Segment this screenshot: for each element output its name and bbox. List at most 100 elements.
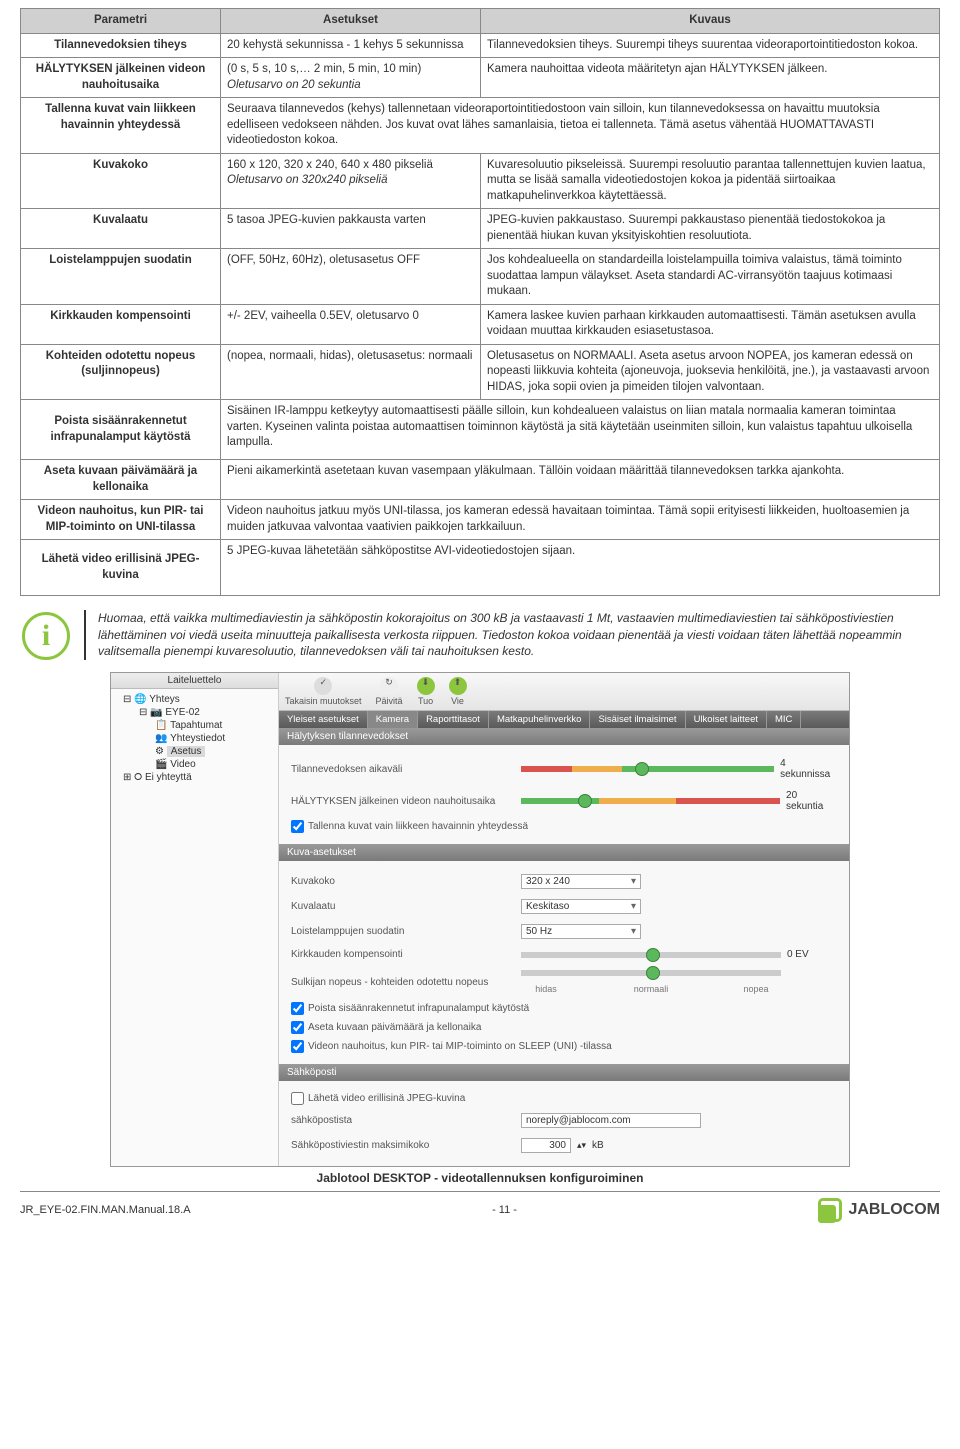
select-quality[interactable]: Keskitaso: [521, 899, 641, 914]
checkbox[interactable]: [291, 820, 304, 833]
param-cell: Poista sisäänrakennetut infrapunalamput …: [21, 400, 221, 460]
label: Tilannevedoksen aikaväli: [291, 764, 521, 775]
footer-left: JR_EYE-02.FIN.MAN.Manual.18.A: [20, 1204, 191, 1216]
checkbox[interactable]: [291, 1002, 304, 1015]
tab-external[interactable]: Ulkoiset laitteet: [686, 711, 767, 728]
slider-brightness[interactable]: [521, 952, 781, 958]
slider-rectime[interactable]: [521, 798, 780, 804]
kuv-cell: Kamera laskee kuvien parhaan kirkkauden …: [481, 304, 940, 344]
param-cell: Tallenna kuvat vain liikkeen havainnin y…: [21, 98, 221, 154]
maxsize-input[interactable]: 300: [521, 1138, 571, 1153]
merged-cell: 5 JPEG-kuvaa lähetetään sähköpostitse AV…: [221, 540, 940, 596]
checkbox-row[interactable]: Lähetä video erillisinä JPEG-kuvina: [291, 1089, 837, 1108]
param-cell: Loistelamppujen suodatin: [21, 249, 221, 305]
tab-general[interactable]: Yleiset asetukset: [279, 711, 368, 728]
table-row: Kirkkauden kompensointi +/- 2EV, vaiheel…: [21, 304, 940, 344]
tree-node[interactable]: 🎬 Video: [149, 758, 272, 771]
table-row: Tilannevedoksien tiheys 20 kehystä sekun…: [21, 33, 940, 58]
aset-cell: (OFF, 50Hz, 60Hz), oletusasetus OFF: [221, 249, 481, 305]
label: Kuvalaatu: [291, 901, 521, 912]
email-input[interactable]: noreply@jablocom.com: [521, 1113, 701, 1128]
param-cell: Lähetä video erillisinä JPEG-kuvina: [21, 540, 221, 596]
kuv-cell: Kamera nauhoittaa videota määritetyn aja…: [481, 58, 940, 98]
kuv-cell: Kuvaresoluutio pikseleissä. Suurempi res…: [481, 153, 940, 209]
checkbox-row[interactable]: Aseta kuvaan päivämäärä ja kellonaika: [291, 1018, 837, 1037]
aset-cell: +/- 2EV, vaiheella 0.5EV, oletusarvo 0: [221, 304, 481, 344]
label: Sähköpostiviestin maksimikoko: [291, 1140, 521, 1151]
select-size[interactable]: 320 x 240: [521, 874, 641, 889]
kuv-cell: JPEG-kuvien pakkaustaso. Suurempi pakkau…: [481, 209, 940, 249]
param-cell: Videon nauhoitus, kun PIR- tai MIP-toimi…: [21, 500, 221, 540]
param-cell: Kuvakoko: [21, 153, 221, 209]
parameters-table: Parametri Asetukset Kuvaus Tilannevedoks…: [20, 8, 940, 596]
merged-cell: Seuraava tilannevedos (kehys) tallenneta…: [221, 98, 940, 154]
tick-label: hidas: [521, 984, 571, 994]
tree-node-selected[interactable]: ⚙ Asetus: [149, 745, 272, 758]
checkbox-row[interactable]: Tallenna kuvat vain liikkeen havainnin y…: [291, 817, 837, 836]
aset-cell: 160 x 120, 320 x 240, 640 x 480 pikseliä…: [221, 153, 481, 209]
app-screenshot: Laiteluettelo ⊟ 🌐 Yhteys ⊟ 📷 EYE-02 📋 Ta…: [110, 672, 850, 1185]
param-cell: Kohteiden odotettu nopeus (suljinnopeus): [21, 344, 221, 400]
slider-value: 4 sekunnissa: [780, 758, 837, 780]
section-header: Hälytyksen tilannevedokset: [279, 728, 849, 745]
param-cell: Aseta kuvaan päivämäärä ja kellonaika: [21, 460, 221, 500]
checkbox[interactable]: [291, 1021, 304, 1034]
toolbar-import-button[interactable]: ⬇Tuo: [417, 677, 435, 706]
aset-cell: (0 s, 5 s, 10 s,… 2 min, 5 min, 10 min) …: [221, 58, 481, 98]
th-param: Parametri: [21, 9, 221, 34]
param-cell: Kirkkauden kompensointi: [21, 304, 221, 344]
info-note: i Huomaa, että vaikka multimediaviestin …: [20, 610, 940, 660]
th-aset: Asetukset: [221, 9, 481, 34]
slider-value: 0 EV: [787, 949, 809, 960]
tab-reports[interactable]: Raporttitasot: [418, 711, 489, 728]
label: Sulkijan nopeus - kohteiden odotettu nop…: [291, 977, 521, 988]
info-icon: i: [22, 612, 70, 660]
checkbox-row[interactable]: Poista sisäänrakennetut infrapunalamput …: [291, 999, 837, 1018]
section-header: Sähköposti: [279, 1064, 849, 1081]
tree-node[interactable]: 📋 Tapahtumat: [149, 719, 272, 732]
table-row: HÄLYTYKSEN jälkeinen videon nauhoitusaik…: [21, 58, 940, 98]
tab-internal[interactable]: Sisäiset ilmaisimet: [590, 711, 685, 728]
unit-label: kB: [592, 1140, 604, 1151]
table-row: Kohteiden odotettu nopeus (suljinnopeus)…: [21, 344, 940, 400]
slider-shutter[interactable]: [521, 970, 781, 976]
tree-node[interactable]: 👥 Yhteystiedot: [149, 732, 272, 745]
logo-icon: [818, 1198, 842, 1222]
aset-cell: 5 tasoa JPEG-kuvien pakkausta varten: [221, 209, 481, 249]
toolbar-refresh-button[interactable]: ↻Päivitä: [376, 677, 403, 706]
checkbox-row[interactable]: Videon nauhoitus, kun PIR- tai MIP-toimi…: [291, 1037, 837, 1056]
aset-cell: (nopea, normaali, hidas), oletusasetus: …: [221, 344, 481, 400]
param-cell: Kuvalaatu: [21, 209, 221, 249]
merged-cell: Videon nauhoitus jatkuu myös UNI-tilassa…: [221, 500, 940, 540]
toolbar-back-button[interactable]: ✓Takaisin muutokset: [285, 677, 362, 706]
slider-interval[interactable]: [521, 766, 774, 772]
kuv-cell: Oletusasetus on NORMAALI. Aseta asetus a…: [481, 344, 940, 400]
label: Kuvakoko: [291, 876, 521, 887]
checkbox[interactable]: [291, 1092, 304, 1105]
label: Kirkkauden kompensointi: [291, 949, 521, 960]
th-kuv: Kuvaus: [481, 9, 940, 34]
tree-node[interactable]: ⊞ ⭘ Ei yhteyttä: [117, 771, 272, 784]
tab-mic[interactable]: MIC: [767, 711, 801, 728]
tab-camera[interactable]: Kamera: [368, 711, 418, 728]
tree-node[interactable]: ⊟ 🌐 Yhteys: [117, 693, 272, 706]
table-row: Videon nauhoitus, kun PIR- tai MIP-toimi…: [21, 500, 940, 540]
form-row: HÄLYTYKSEN jälkeinen videon nauhoitusaik…: [291, 785, 837, 817]
tab-bar: Yleiset asetukset Kamera Raporttitasot M…: [279, 711, 849, 728]
toolbar-export-button[interactable]: ⬆Vie: [449, 677, 467, 706]
tree-node[interactable]: ⊟ 📷 EYE-02: [133, 706, 272, 719]
toolbar: ✓Takaisin muutokset ↻Päivitä ⬇Tuo ⬆Vie: [279, 673, 849, 711]
table-row: Aseta kuvaan päivämäärä ja kellonaika Pi…: [21, 460, 940, 500]
param-cell: HÄLYTYKSEN jälkeinen videon nauhoitusaik…: [21, 58, 221, 98]
checkbox[interactable]: [291, 1040, 304, 1053]
device-tree-panel: Laiteluettelo ⊟ 🌐 Yhteys ⊟ 📷 EYE-02 📋 Ta…: [111, 673, 279, 1166]
jablocom-logo: JABLOCOM: [818, 1198, 940, 1222]
section-header: Kuva-asetukset: [279, 844, 849, 861]
select-filter[interactable]: 50 Hz: [521, 924, 641, 939]
info-text: Huomaa, että vaikka multimediaviestin ja…: [84, 610, 938, 660]
page-footer: JR_EYE-02.FIN.MAN.Manual.18.A - 11 - JAB…: [20, 1191, 940, 1222]
merged-cell: Sisäinen IR-lamppu ketkeytyy automaattis…: [221, 400, 940, 460]
merged-cell: Pieni aikamerkintä asetetaan kuvan vasem…: [221, 460, 940, 500]
param-cell: Tilannevedoksien tiheys: [21, 33, 221, 58]
tab-mobile[interactable]: Matkapuhelinverkko: [489, 711, 591, 728]
